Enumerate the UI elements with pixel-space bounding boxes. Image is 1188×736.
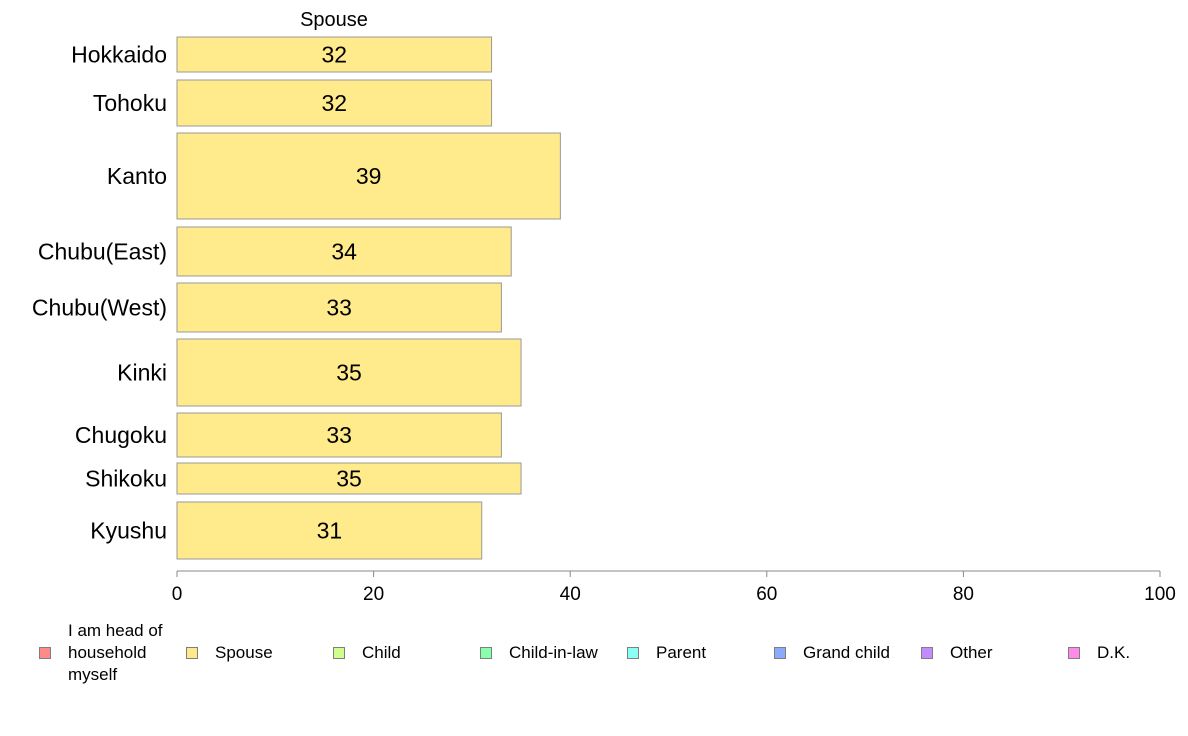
legend-label: Other (950, 643, 993, 662)
bar-tohoku (176, 79, 493, 127)
bar-shikoku (176, 462, 522, 495)
legend-swatch (39, 647, 51, 659)
data-label: 31 (317, 518, 343, 544)
bar-chart: Spouse 32 Hokkaido 32 Tohoku 39 Kanto 34 Chubu(… (32, 9, 1176, 605)
x-tick-label: 40 (560, 584, 581, 605)
chart-title: Spouse (300, 9, 368, 31)
legend-label: Parent (656, 643, 707, 662)
bar-kanto (176, 132, 561, 220)
data-label: 32 (321, 90, 347, 116)
category-label: Kanto (107, 163, 167, 189)
legend-item: Child (333, 618, 401, 688)
legend-item: Spouse (186, 618, 273, 688)
legend-item: Other (921, 618, 993, 688)
category-label: Shikoku (85, 466, 167, 492)
x-tick-label: 20 (363, 584, 384, 605)
legend-item: Child-in-law (480, 618, 598, 688)
x-tick-label: 60 (756, 584, 777, 605)
bar-kinki (176, 338, 522, 407)
data-label: 34 (331, 239, 357, 265)
legend-item: D.K. (1068, 618, 1130, 688)
legend-swatch (333, 647, 345, 659)
legend: I am head of household myself Spouse Child… (0, 618, 1188, 698)
data-label: 35 (336, 466, 362, 492)
bar-chugoku (176, 412, 502, 458)
x-axis: 0 20 40 60 80 100 (172, 570, 1176, 605)
data-label: 33 (326, 295, 352, 321)
category-label: Chubu(East) (38, 239, 167, 265)
legend-label: Spouse (215, 643, 273, 662)
bar-kyushu (176, 501, 483, 560)
legend-item: Parent (627, 618, 706, 688)
bar-chubu-east (176, 226, 512, 277)
category-label: Kinki (117, 360, 167, 386)
data-label: 33 (326, 422, 352, 448)
x-tick-label: 0 (172, 584, 183, 605)
x-tick-label: 100 (1144, 584, 1176, 605)
data-label: 35 (336, 360, 362, 386)
category-label: Tohoku (93, 90, 167, 116)
data-label: 39 (356, 163, 382, 189)
data-label: 32 (321, 42, 347, 68)
legend-swatch (921, 647, 933, 659)
legend-swatch (480, 647, 492, 659)
legend-label: D.K. (1097, 643, 1131, 662)
legend-label: Child (362, 643, 401, 662)
bars-group: 32 Hokkaido 32 Tohoku 39 Kanto 34 Chubu(East) 33… (32, 36, 561, 560)
category-label: Kyushu (90, 518, 167, 544)
legend-swatch (186, 647, 198, 659)
bar-hokkaido (176, 36, 493, 73)
x-tick-label: 80 (953, 584, 974, 605)
legend-swatch (627, 647, 639, 659)
legend-label: Grand child (803, 643, 890, 662)
category-label: Chubu(West) (32, 295, 167, 321)
legend-label: Child-in-law (509, 643, 598, 662)
legend-item: I am head of household myself (39, 618, 178, 688)
category-label: Hokkaido (71, 42, 167, 68)
legend-label: I am head of household myself (68, 621, 163, 684)
legend-swatch (1068, 647, 1080, 659)
category-label: Chugoku (75, 422, 167, 448)
legend-item: Grand child (774, 618, 890, 688)
legend-swatch (774, 647, 786, 659)
bar-chubu-west (176, 282, 502, 333)
